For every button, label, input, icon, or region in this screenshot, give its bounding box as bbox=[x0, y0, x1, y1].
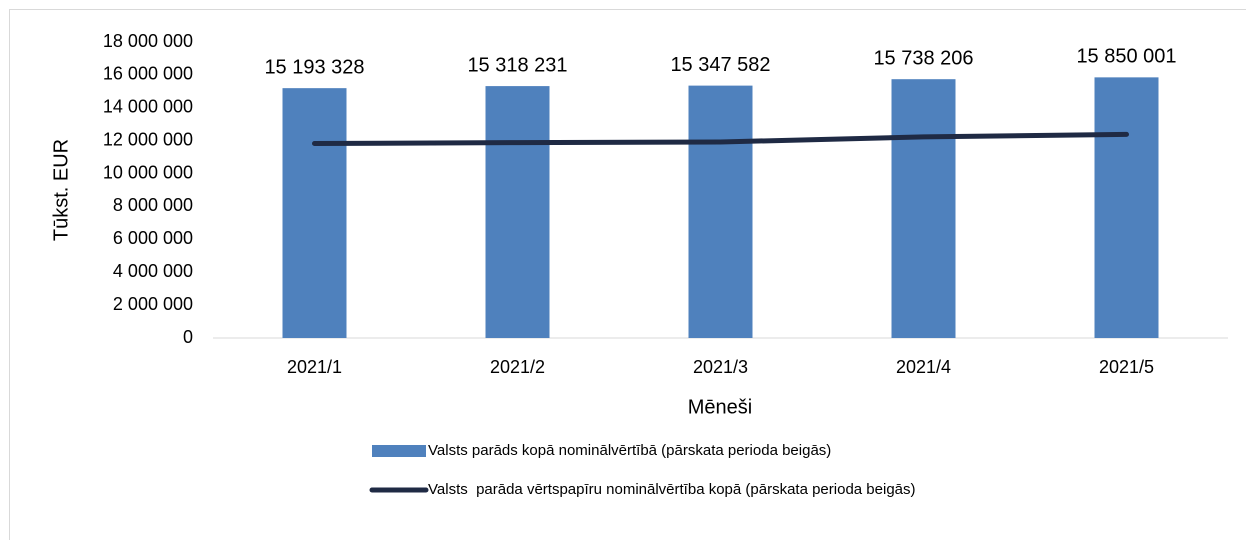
y-tick-label: 4 000 000 bbox=[113, 261, 193, 281]
legend-swatch bbox=[372, 445, 426, 457]
legend-label: Valsts parāda vērtspapīru nominālvērtība… bbox=[428, 481, 916, 498]
bar bbox=[688, 85, 753, 338]
y-tick-label: 0 bbox=[183, 327, 193, 347]
y-tick-label: 10 000 000 bbox=[103, 162, 193, 182]
legend-label: Valsts parāds kopā nominālvērtībā (pārsk… bbox=[428, 442, 831, 459]
y-tick-label: 2 000 000 bbox=[113, 294, 193, 314]
y-tick-label: 6 000 000 bbox=[113, 228, 193, 248]
line bbox=[312, 131, 1129, 146]
y-tick-label: 18 000 000 bbox=[103, 31, 193, 51]
data-label: 15 193 328 bbox=[264, 56, 364, 78]
x-tick-label: 2021/2 bbox=[490, 357, 545, 377]
bar bbox=[891, 79, 956, 339]
x-tick-label: 2021/3 bbox=[693, 357, 748, 377]
data-label: 15 738 206 bbox=[873, 47, 973, 69]
y-tick-label: 14 000 000 bbox=[103, 97, 193, 117]
x-tick-label: 2021/1 bbox=[287, 357, 342, 377]
y-tick-label: 12 000 000 bbox=[103, 129, 193, 149]
x-tick-label: 2021/5 bbox=[1099, 357, 1154, 377]
bar bbox=[282, 88, 347, 338]
x-axis-title: Mēneši bbox=[688, 396, 752, 418]
data-label: 15 850 001 bbox=[1076, 46, 1176, 68]
y-tick-label: 8 000 000 bbox=[113, 195, 193, 215]
x-tick-label: 2021/4 bbox=[896, 357, 951, 377]
y-axis-title: Tūkst. EUR bbox=[50, 139, 72, 241]
bar bbox=[1094, 77, 1159, 339]
bar bbox=[485, 86, 550, 338]
y-tick-label: 16 000 000 bbox=[103, 64, 193, 84]
chart-frame bbox=[9, 9, 1246, 540]
data-label: 15 347 582 bbox=[670, 54, 770, 76]
data-label: 15 318 231 bbox=[467, 54, 567, 76]
